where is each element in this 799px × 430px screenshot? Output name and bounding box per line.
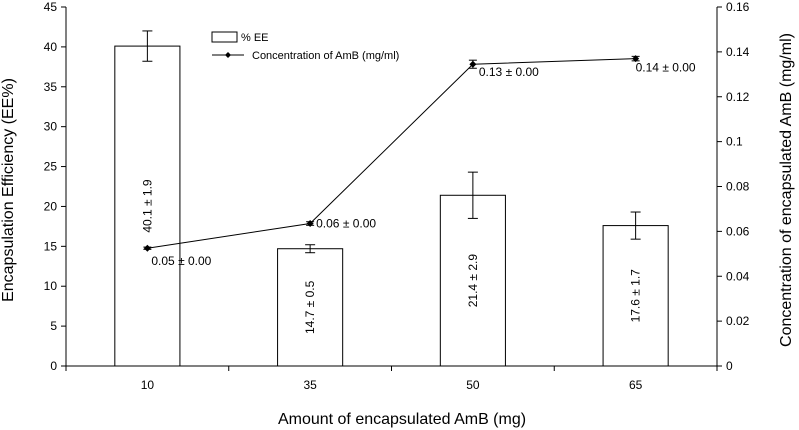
point-data-label: 0.14 ± 0.00 [636, 61, 696, 75]
legend-swatch-bar [211, 31, 238, 43]
y2-tick-label: 0.14 [726, 45, 750, 59]
y2-tick-label: 0.16 [726, 0, 750, 14]
line-point [306, 220, 314, 228]
y2-tick-label: 0.12 [726, 90, 750, 104]
y2-tick-label: 0.08 [726, 180, 750, 194]
y2-axis-title: Concentration of encapsulated AmB (mg/ml… [778, 33, 795, 347]
point-data-label: 0.05 ± 0.00 [151, 254, 211, 268]
y-tick-label: 35 [44, 80, 58, 94]
y2-tick-label: 0.04 [726, 269, 750, 283]
x-tick-label: 35 [303, 378, 317, 392]
bar [439, 194, 506, 367]
legend-marker [225, 52, 231, 58]
y-tick-label: 30 [44, 120, 58, 134]
y-tick-label: 25 [44, 160, 58, 174]
bar [277, 248, 344, 367]
line-point [143, 244, 151, 252]
bar [602, 225, 669, 367]
x-tick-label: 50 [466, 378, 480, 392]
legend-label: Concentration of AmB (mg/ml) [252, 50, 399, 62]
y-tick-label: 5 [50, 319, 57, 333]
point-data-label: 0.13 ± 0.00 [479, 65, 539, 79]
bars: 40.1 ± 1.9 14.7 ± 0.5 21.4 ± 2.9 17.6 ± 1.7 [114, 30, 669, 367]
point-data-label: 0.06 ± 0.00 [316, 217, 376, 231]
y-tick-label: 40 [44, 40, 58, 54]
y2-tick-label: 0 [726, 359, 733, 373]
bar-data-label: 21.4 ± 2.9 [466, 254, 480, 308]
x-tick-label: 10 [141, 378, 155, 392]
bar-data-label: 40.1 ± 1.9 [140, 179, 154, 233]
y-tick-label: 20 [44, 199, 58, 213]
line-point [469, 60, 477, 68]
x-tick-label: 65 [629, 378, 643, 392]
bar-data-label: 14.7 ± 0.5 [303, 280, 317, 334]
y-tick-label: 15 [44, 239, 58, 253]
y-tick-label: 0 [50, 359, 57, 373]
legend-label: % EE [241, 32, 269, 44]
y2-tick-label: 0.1 [726, 135, 743, 149]
y-tick-label: 10 [44, 279, 58, 293]
legend: % EE Concentration of AmB (mg/ml) [211, 31, 399, 62]
y2-tick-label: 0.02 [726, 314, 750, 328]
line-point [632, 55, 640, 63]
y-tick-label: 45 [44, 0, 58, 14]
y-axis-title: Encapsulation Efficiency (EE%) [0, 78, 17, 302]
line-series: 0.05 ± 0.00 0.06 ± 0.00 0.13 ± 0.00 0.14 ± … [143, 55, 696, 268]
y2-tick-label: 0.06 [726, 224, 750, 238]
bar-data-label: 17.6 ± 1.7 [629, 269, 643, 323]
line-path [147, 58, 636, 249]
x-axis-title: Amount of encapsulated AmB (mg) [278, 411, 526, 428]
bar [114, 45, 181, 367]
